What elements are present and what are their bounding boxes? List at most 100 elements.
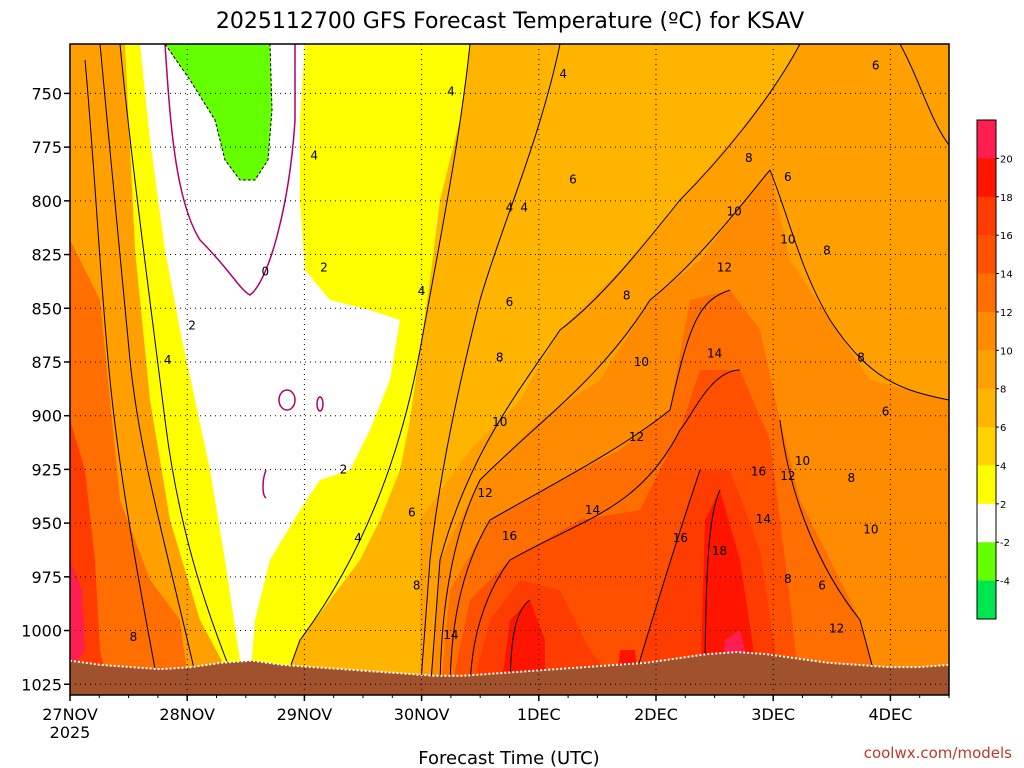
contour-label: 8 <box>496 351 504 365</box>
colorbar-label: 14 <box>1000 270 1013 281</box>
colorbar-label: 8 <box>1000 385 1006 396</box>
contour-line <box>439 169 771 695</box>
contour-line <box>84 59 161 695</box>
contour-label: 4 <box>354 531 362 545</box>
contour-label: 4 <box>559 67 567 81</box>
colorbar-label: 12 <box>1000 308 1013 319</box>
field-region-west-20 <box>70 560 85 665</box>
colorbar-swatch <box>977 388 996 428</box>
contour-line <box>899 44 949 146</box>
contour-label: 8 <box>857 351 865 365</box>
zero-contour-cell <box>316 396 324 412</box>
colorbar-swatch <box>977 235 996 275</box>
y-tick-label: 850 <box>31 299 62 318</box>
colorbar-swatch <box>977 542 996 582</box>
colorbar-label: 16 <box>1000 231 1013 242</box>
x-axis: 27NOV 28NOV 29NOV 30NOV 1DEC 2DEC 3DEC 4DEC <box>42 695 950 724</box>
contour-label: 12 <box>717 260 732 274</box>
y-tick-label: 1000 <box>21 622 62 641</box>
colorbar-swatch <box>977 196 996 236</box>
contour-label: 4 <box>447 84 455 98</box>
colorbar-swatch <box>977 311 996 351</box>
y-tick-label: 1025 <box>21 675 62 694</box>
x-tick-label: 1DEC <box>517 705 561 724</box>
contour-label: 8 <box>130 630 138 644</box>
contour-label: 8 <box>413 578 421 592</box>
contour-label: 6 <box>569 172 577 186</box>
contour-label: 12 <box>629 430 644 444</box>
contour-label: 16 <box>673 531 688 545</box>
y-tick-label: 925 <box>31 460 62 479</box>
chart-title: 2025112700 GFS Forecast Temperature (ºC)… <box>216 9 804 34</box>
contour-label: 14 <box>585 503 600 517</box>
contour-label: 6 <box>818 578 826 592</box>
y-tick-label: 775 <box>31 138 62 157</box>
colorbar-swatch <box>977 427 996 466</box>
contour-label: 8 <box>848 471 856 485</box>
contour-label: 4 <box>164 353 172 367</box>
contour-label: 2 <box>340 462 348 476</box>
contour-label: 4 <box>506 200 514 214</box>
contour-label: 0 <box>262 265 270 279</box>
credit-text[interactable]: coolwx.com/models <box>864 744 1012 762</box>
contour-label: 6 <box>784 170 792 184</box>
y-tick-label: 800 <box>31 192 62 211</box>
contour-line <box>279 44 471 695</box>
colorbar-swatch <box>977 120 996 159</box>
contour-label: 10 <box>795 454 810 468</box>
contour-line <box>769 169 949 401</box>
contour-label: 16 <box>751 465 766 479</box>
contour-label: 6 <box>408 505 416 519</box>
minus2-contour <box>164 44 273 181</box>
colorbar-label: -4 <box>1000 577 1010 588</box>
contour-label: 14 <box>707 346 722 360</box>
contour-lines <box>84 44 949 695</box>
zero-contour-line <box>262 469 267 499</box>
contour-line <box>704 489 721 695</box>
contour-line <box>119 44 241 695</box>
contour-label: 8 <box>823 243 831 257</box>
terrain-fill <box>70 652 949 695</box>
y-tick-label: 900 <box>31 407 62 426</box>
x-tick-label: 2DEC <box>634 705 678 724</box>
colorbar-swatch <box>977 465 996 505</box>
contour-label: 14 <box>443 628 458 642</box>
zero-contour-cell <box>278 389 296 411</box>
contour-label: 4 <box>310 149 318 163</box>
contour-line <box>429 44 801 695</box>
colorbar-swatch <box>977 158 996 198</box>
contour-label: 4 <box>418 284 426 298</box>
contour-label: 6 <box>506 295 514 309</box>
x-tick-label: 29NOV <box>277 705 333 724</box>
contour-label: 12 <box>477 486 492 500</box>
x-tick-label: 27NOV <box>42 705 98 724</box>
contour-label: 10 <box>726 205 741 219</box>
contour-label: 2 <box>188 318 196 332</box>
colorbar-label: 20 <box>1000 154 1013 165</box>
contour-label: 6 <box>882 404 890 418</box>
contour-label: 10 <box>780 233 795 247</box>
contour-label: 12 <box>780 469 795 483</box>
contour-label: 10 <box>492 415 507 429</box>
contour-label: 8 <box>623 288 631 302</box>
contour-label: 8 <box>745 151 753 165</box>
x-tick-label: 4DEC <box>869 705 913 724</box>
contour-label: 12 <box>829 621 844 635</box>
colorbar-label: 4 <box>1000 461 1006 472</box>
colorbar-swatch <box>977 350 996 390</box>
contour-label: 16 <box>502 529 517 543</box>
contour-label: 8 <box>784 572 792 586</box>
contour-line <box>419 44 561 695</box>
contour-line <box>99 44 201 695</box>
zero-contour-line <box>164 44 296 296</box>
field-region-cold-green <box>165 44 272 180</box>
colorbar-label: 6 <box>1000 423 1006 434</box>
contour-label: 14 <box>756 512 771 526</box>
contour-line <box>449 289 731 695</box>
contour-label: 4 <box>520 200 528 214</box>
colorbar-label: 2 <box>1000 500 1006 511</box>
y-tick-label: 950 <box>31 514 62 533</box>
y-tick-label: 875 <box>31 353 62 372</box>
colorbar-label: 18 <box>1000 193 1013 204</box>
